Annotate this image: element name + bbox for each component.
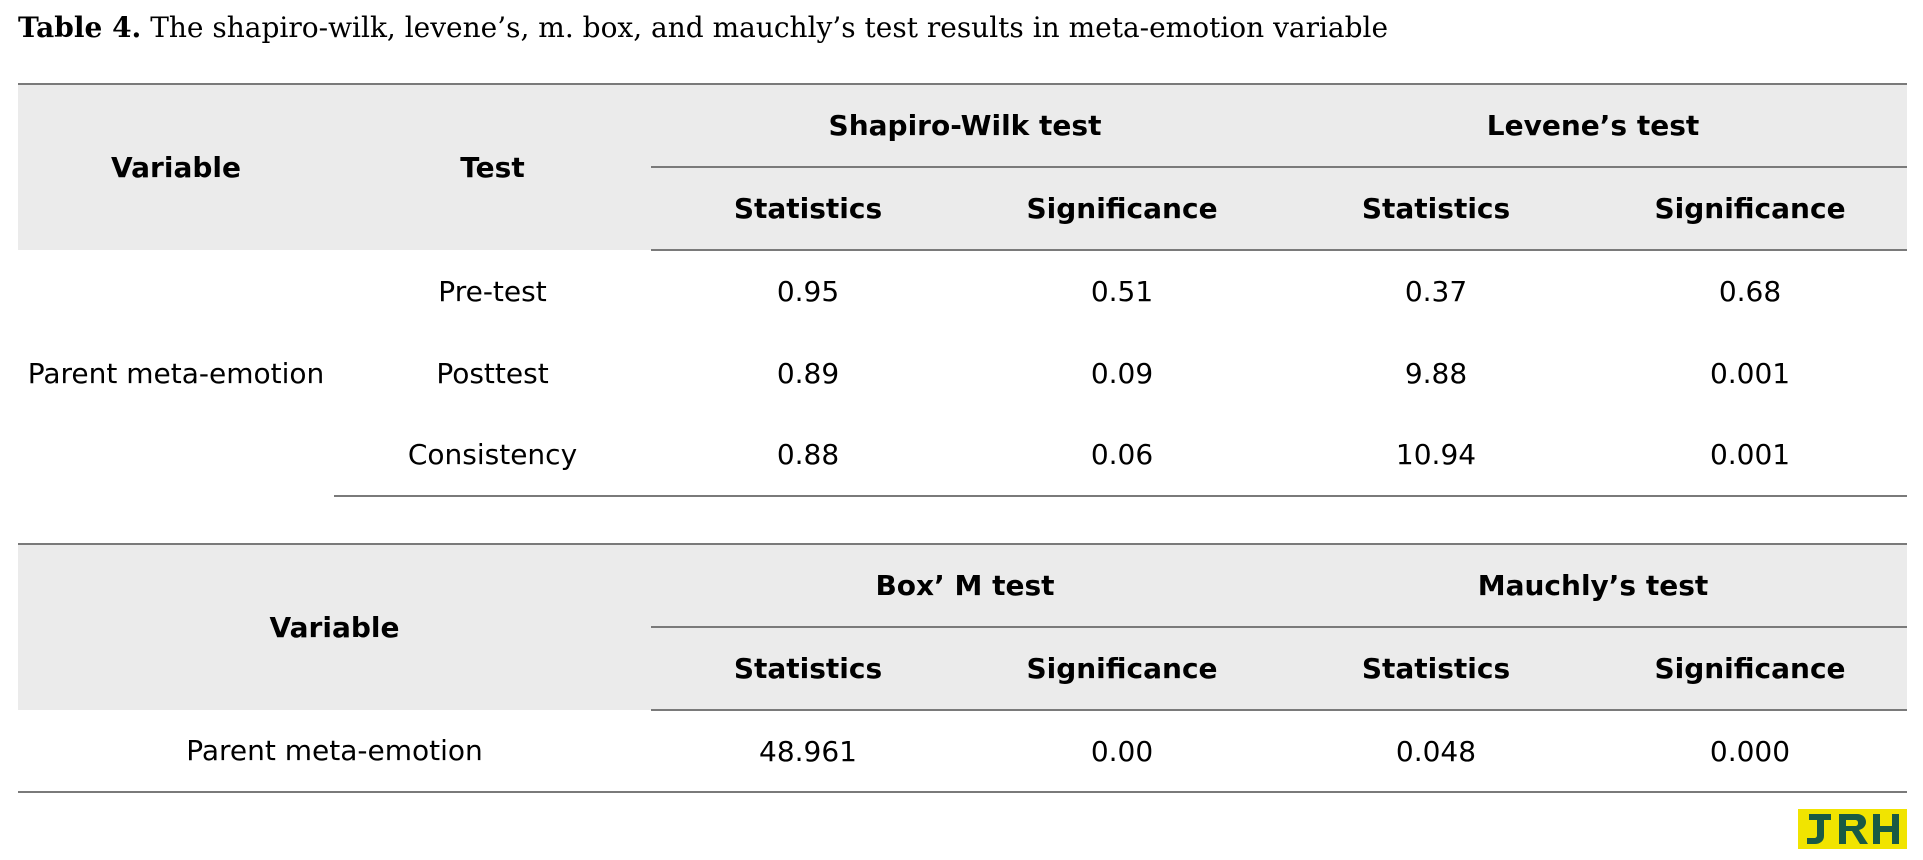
header-mau-statistics: Statistics — [1279, 627, 1593, 711]
normality-homogeneity-table: Variable Test Shapiro-Wilk test Levene’s… — [18, 83, 1908, 497]
header-levene: Levene’s test — [1279, 83, 1908, 168]
header-lev-significance: Significance — [1593, 167, 1908, 251]
header-mauchly: Mauchly’s test — [1279, 543, 1907, 628]
header-box-m: Box’ M test — [651, 543, 1279, 628]
header-sw-significance: Significance — [965, 167, 1280, 251]
table-row: Parent meta-emotion 48.961 0.00 0.048 0.… — [18, 710, 1907, 793]
cell-test: Pre-test — [438, 274, 547, 308]
header-box-statistics: Statistics — [651, 627, 965, 711]
table-row: Consistency 0.88 0.06 10.94 0.001 — [18, 414, 1908, 497]
cell-variable: Parent meta-emotion — [18, 710, 651, 793]
cell-sw-sig: 0.09 — [1090, 356, 1154, 390]
cell-test: Consistency — [334, 414, 651, 497]
cell-lev-stat: 9.88 — [1404, 356, 1468, 390]
cell-sw-stat: 0.88 — [651, 414, 965, 497]
header-test: Test — [334, 83, 651, 250]
cell-mau-stat: 0.048 — [1279, 710, 1593, 793]
cell-lev-sig: 0.001 — [1709, 356, 1791, 390]
cell-sw-sig: 0.51 — [1090, 275, 1154, 308]
cell-mau-sig: 0.000 — [1593, 710, 1907, 793]
header-mau-significance: Significance — [1593, 627, 1907, 711]
cell-test: Posttest — [436, 356, 549, 390]
header-lev-statistics: Statistics — [1279, 167, 1594, 251]
table-caption: Table 4. The shapiro-wilk, levene’s, m. … — [18, 8, 1388, 48]
cell-variable: Parent meta-emotion — [27, 356, 325, 390]
header-variable: Variable — [18, 543, 651, 710]
header-box-significance: Significance — [965, 627, 1279, 711]
cell-lev-sig: 0.001 — [1593, 414, 1908, 497]
cell-box-sig: 0.00 — [965, 710, 1279, 793]
table-caption-text: The shapiro-wilk, levene’s, m. box, and … — [141, 11, 1389, 44]
cell-sw-sig: 0.06 — [965, 414, 1280, 497]
header-variable: Variable — [18, 83, 334, 250]
cell-box-stat: 48.961 — [651, 710, 965, 793]
box-mauchly-table: Variable Box’ M test Mauchly’s test Stat… — [18, 543, 1907, 793]
journal-logo — [1798, 809, 1907, 849]
header-shapiro-wilk: Shapiro-Wilk test — [651, 83, 1280, 168]
table-row: Parent meta-emotion Pre-test 0.95 0.51 0… — [18, 250, 1907, 390]
cell-sw-stat: 0.89 — [776, 356, 840, 390]
table-row: Posttest 0.89 0.09 9.88 0.001 — [18, 332, 1907, 414]
cell-sw-stat: 0.95 — [776, 275, 840, 308]
cell-lev-stat: 10.94 — [1279, 414, 1594, 497]
journal-logo-icon — [1806, 814, 1899, 844]
cell-lev-stat: 0.37 — [1404, 275, 1468, 308]
cell-lev-sig: 0.68 — [1718, 275, 1782, 308]
header-sw-statistics: Statistics — [651, 167, 965, 251]
table-caption-label: Table 4. — [18, 11, 142, 44]
